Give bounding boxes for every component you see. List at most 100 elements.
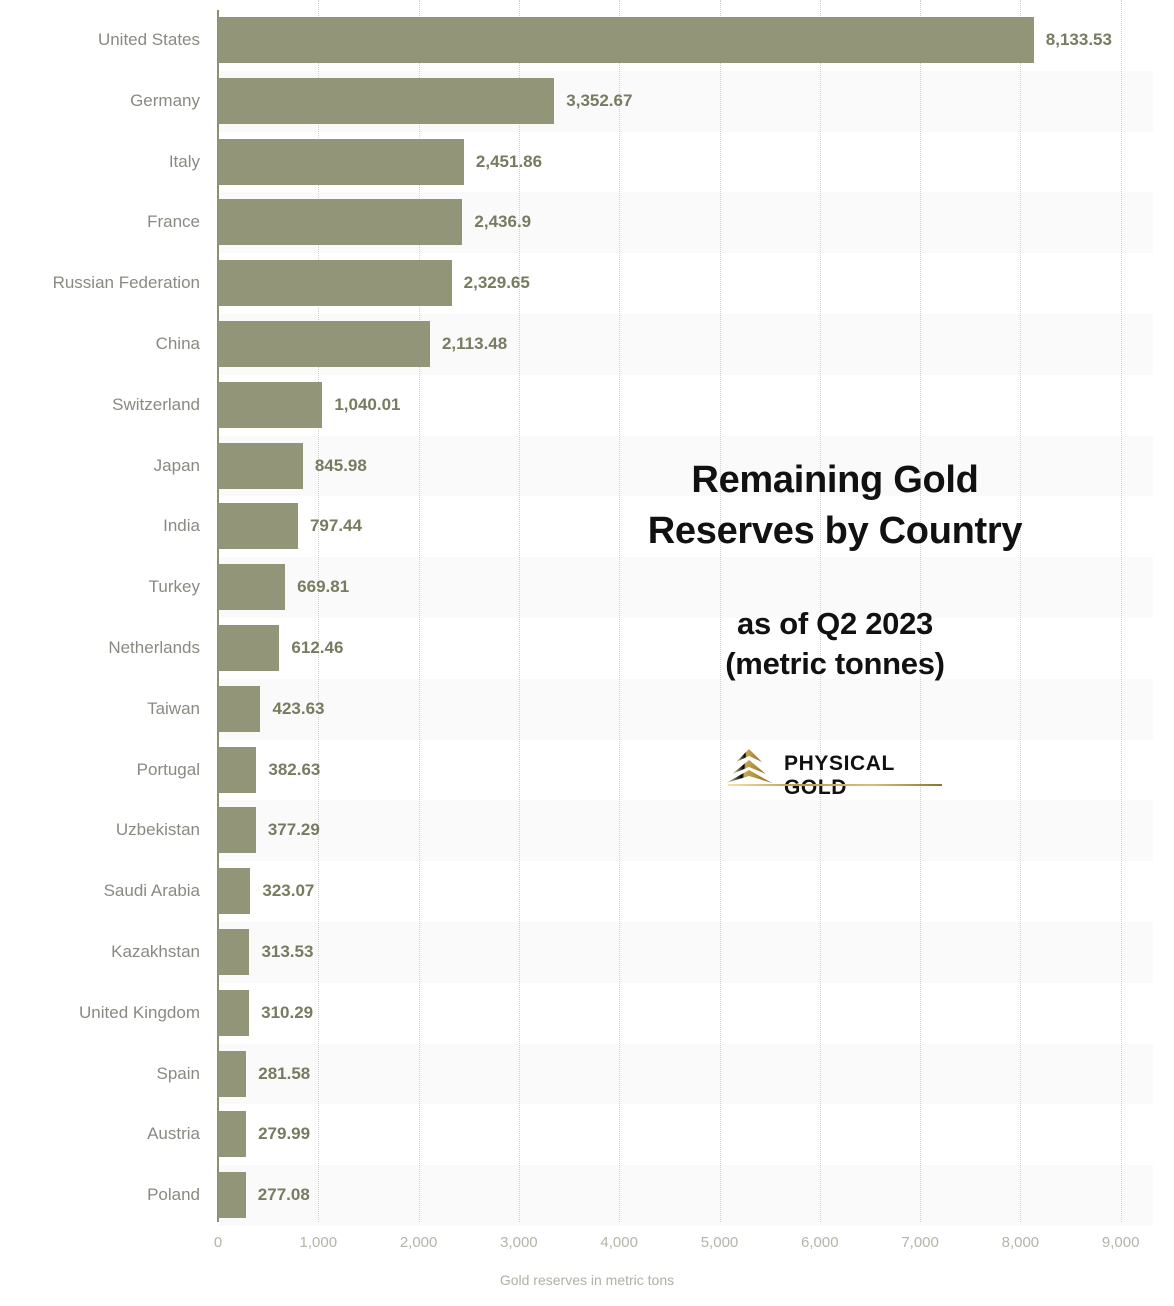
bar xyxy=(218,868,251,915)
category-label: Kazakhstan xyxy=(111,942,200,961)
bar xyxy=(218,138,464,185)
bar-row: Poland 277.08 xyxy=(0,1172,1174,1219)
bar-value-label: 2,329.65 xyxy=(463,273,530,293)
chart-subtitle-line-2: (metric tonnes) xyxy=(725,645,945,681)
logo-underline xyxy=(728,784,942,786)
x-tick-label: 6,000 xyxy=(801,1234,839,1251)
row-band xyxy=(218,678,1153,740)
category-label: Switzerland xyxy=(112,394,200,414)
bar-row: Austria 279.99 xyxy=(0,1111,1174,1158)
bar xyxy=(218,746,257,793)
bar-row: United Kingdom 310.29 xyxy=(0,989,1174,1036)
bar-value-label: 377.29 xyxy=(267,820,320,840)
x-tick-label: 5,000 xyxy=(700,1234,739,1251)
gridline xyxy=(719,0,721,1222)
bar-value-label: 1,040.01 xyxy=(334,394,401,414)
bar-value-label: 797.44 xyxy=(309,516,362,536)
bar-row: France 2,436.9 xyxy=(0,199,1174,246)
bar-row: Switzerland 1,040.01 xyxy=(0,381,1174,428)
gridline xyxy=(619,0,621,1222)
bar-row: Turkey 669.81 xyxy=(0,564,1174,611)
bar-row: Netherlands 612.46 xyxy=(0,625,1174,671)
x-tick-label: 4,000 xyxy=(600,1234,638,1251)
category-label: Turkey xyxy=(148,577,200,597)
bar xyxy=(218,1050,247,1097)
bar xyxy=(218,625,280,671)
bar-row: Saudi Arabia 323.07 xyxy=(0,868,1174,915)
bar-value-label: 845.98 xyxy=(314,455,367,475)
bar-value-label: 2,436.9 xyxy=(474,212,532,232)
row-band xyxy=(218,800,1153,862)
bar xyxy=(218,442,303,489)
bar-row: Japan 845.98 xyxy=(0,442,1174,489)
bar xyxy=(218,807,256,854)
category-label: Austria xyxy=(147,1124,200,1144)
gridline xyxy=(318,0,320,1222)
gridline xyxy=(819,0,821,1222)
gridline xyxy=(518,0,520,1222)
bar-row: Russian Federation 2,329.65 xyxy=(0,260,1174,307)
gridline xyxy=(1020,0,1022,1222)
category-label: Taiwan xyxy=(147,698,200,718)
bar-row: Portugal 382.63 xyxy=(0,746,1174,793)
bar xyxy=(218,1172,246,1219)
category-label: Portugal xyxy=(136,759,200,779)
bar xyxy=(218,321,430,367)
x-tick-label: 7,000 xyxy=(901,1234,939,1251)
category-label: Uzbekistan xyxy=(115,820,200,840)
category-label: United States xyxy=(97,30,200,49)
bar-row: Uzbekistan 377.29 xyxy=(0,807,1174,854)
bar-value-label: 279.99 xyxy=(258,1124,311,1144)
category-label: Spain xyxy=(156,1063,200,1083)
category-label: Saudi Arabia xyxy=(103,881,200,901)
bar xyxy=(218,685,261,732)
gridline xyxy=(1120,0,1122,1222)
x-axis-title: Gold reserves in metric tons xyxy=(499,1272,675,1288)
bar xyxy=(218,989,250,1036)
bar-value-label: 8,133.53 xyxy=(1045,30,1112,49)
bar-value-label: 2,451.86 xyxy=(475,151,543,171)
bar xyxy=(218,17,1034,63)
gridline xyxy=(920,0,922,1222)
y-axis-line xyxy=(217,10,219,1222)
bar-row: Italy 2,451.86 xyxy=(0,138,1174,185)
bar-row: United States 8,133.53 xyxy=(0,17,1174,63)
bar xyxy=(218,1111,247,1158)
category-label: India xyxy=(163,516,200,536)
chart-title: Remaining Gold Reserves by Country xyxy=(600,455,1070,558)
bar-value-label: 313.53 xyxy=(261,942,314,961)
bar-value-label: 612.46 xyxy=(291,638,344,657)
category-label: Germany xyxy=(130,90,200,110)
x-tick-label: 2,000 xyxy=(399,1234,438,1251)
bar-row: Spain 281.58 xyxy=(0,1050,1174,1097)
plot-area xyxy=(218,0,1153,1226)
bar xyxy=(218,77,555,124)
bar-value-label: 382.63 xyxy=(268,759,321,779)
bar xyxy=(218,381,323,428)
bar-value-label: 281.58 xyxy=(258,1063,311,1083)
bar-row: China 2,113.48 xyxy=(0,321,1174,367)
bar-row: Kazakhstan 313.53 xyxy=(0,929,1174,975)
bar-value-label: 323.07 xyxy=(262,881,315,901)
x-tick-label: 9,000 xyxy=(1101,1234,1140,1251)
x-tick-label: 0 xyxy=(213,1234,223,1251)
bar-value-label: 3,352.67 xyxy=(566,90,633,110)
bar xyxy=(218,503,298,550)
row-band xyxy=(218,435,1153,497)
category-label: France xyxy=(147,212,200,232)
bar-value-label: 669.81 xyxy=(297,577,350,597)
chart-title-line-2: Reserves by Country xyxy=(647,510,1023,553)
row-band xyxy=(218,922,1153,983)
row-band xyxy=(218,557,1153,618)
bar-value-label: 277.08 xyxy=(257,1185,310,1205)
logo-wordmark: PHYSICAL GOLD xyxy=(784,752,895,799)
bar xyxy=(218,564,286,611)
bar xyxy=(218,260,452,307)
bar-value-label: 2,113.48 xyxy=(441,334,508,353)
category-label: China xyxy=(155,334,200,353)
chart-subtitle: as of Q2 2023 (metric tonnes) xyxy=(600,604,1070,685)
category-label: Netherlands xyxy=(108,638,200,657)
chart-subtitle-line-1: as of Q2 2023 xyxy=(737,605,933,641)
category-label: Russian Federation xyxy=(52,273,200,293)
